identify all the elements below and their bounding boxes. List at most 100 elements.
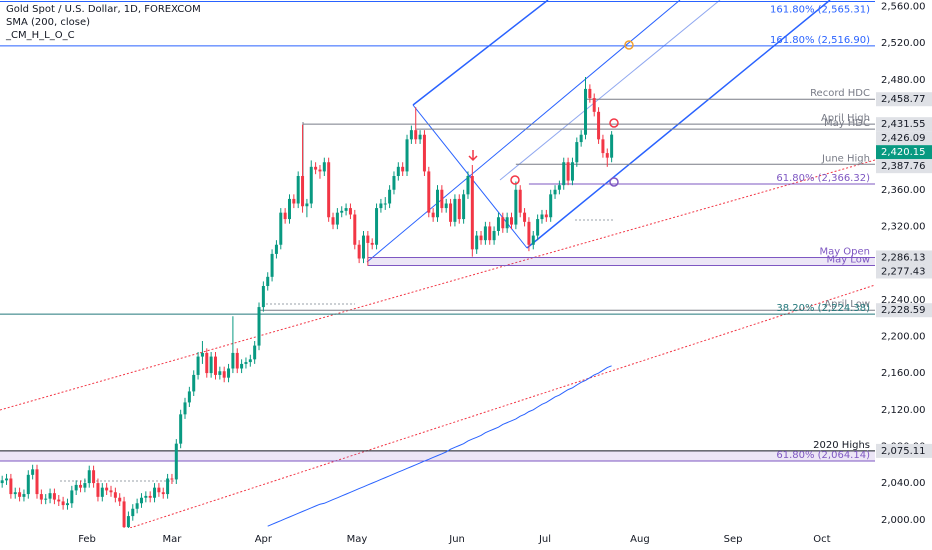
candle-body: [270, 253, 274, 277]
candle-body: [440, 189, 444, 209]
candle-body: [462, 194, 466, 220]
candle-body: [562, 162, 566, 186]
candle-body: [383, 203, 387, 205]
candle-body: [436, 189, 439, 218]
candle-body: [235, 352, 239, 369]
candle-body: [22, 494, 26, 497]
pitchfork-median: [366, 0, 681, 263]
candle-body: [218, 371, 222, 375]
candle-body: [57, 499, 61, 502]
candle-body: [414, 130, 418, 140]
candle-body: [527, 221, 531, 245]
y-tick-label: 2,360.00: [881, 185, 926, 196]
candle-body: [18, 492, 22, 497]
price-label-box: [876, 92, 932, 107]
x-tick-label: Feb: [78, 534, 96, 545]
candle-body: [153, 487, 157, 498]
candle-body: [205, 352, 209, 374]
price-label-box: [876, 159, 932, 174]
candle-body: [0, 480, 4, 484]
y-tick-label: 2,560.00: [881, 1, 926, 12]
candle-body: [353, 214, 357, 245]
candle-body: [361, 235, 365, 259]
candle-body: [601, 139, 605, 154]
x-tick-label: Jun: [448, 534, 465, 545]
candle-body: [296, 176, 300, 204]
candle-body: [501, 217, 505, 229]
candle-body: [375, 208, 379, 245]
candle-body: [584, 88, 588, 135]
price-label-box: [876, 131, 932, 146]
candle-body: [35, 469, 39, 495]
price-label: 2,426.09: [881, 133, 926, 144]
level-label: June High: [821, 153, 870, 164]
candle-body: [144, 495, 148, 498]
candle-body: [161, 492, 165, 495]
candle-body: [309, 166, 313, 204]
level-label: Record HDC: [810, 88, 870, 99]
price-label: 2,228.59: [881, 305, 926, 316]
y-tick-label: 2,160.00: [881, 368, 926, 379]
candle-body: [540, 214, 544, 220]
y-tick-label: 2,000.00: [881, 515, 926, 526]
candle-body: [118, 497, 122, 502]
price-label: 2,286.13: [881, 252, 926, 263]
candle-body: [122, 501, 126, 528]
candle-body: [174, 443, 178, 480]
candle-body: [488, 226, 492, 241]
candle-body: [70, 490, 74, 504]
price-label: 2,387.76: [881, 161, 926, 172]
price-label: 2,075.11: [881, 446, 926, 457]
candle-body: [187, 391, 191, 403]
candle-body: [170, 478, 174, 480]
candle-body: [453, 198, 457, 222]
level-label: 38.20% (2,224.38): [776, 303, 870, 314]
y-tick-label: 2,320.00: [881, 221, 926, 232]
candle-body: [196, 356, 200, 375]
price-label-box: [876, 117, 932, 132]
candle-body: [592, 98, 596, 112]
level-label: 161.80% (2,565.31): [770, 5, 870, 16]
candle-body: [314, 166, 318, 170]
level-label: 61.80% (2,366.32): [776, 173, 870, 184]
candle-body: [126, 516, 130, 528]
level-band: [367, 257, 875, 266]
price-label-box: [876, 443, 932, 458]
candle-body: [344, 208, 348, 211]
x-tick-label: Sep: [724, 534, 743, 545]
candle-body: [157, 487, 161, 493]
price-label-box: [876, 250, 932, 265]
candle-body: [48, 493, 52, 499]
sma-line: [267, 365, 612, 527]
candle-body: [479, 235, 483, 241]
candle-body: [148, 495, 152, 498]
candle-body: [492, 231, 496, 241]
candle-body: [370, 242, 374, 245]
level-label: 161.80% (2,516.90): [770, 35, 870, 46]
candle-body: [257, 307, 261, 346]
candle-body: [531, 235, 535, 245]
x-tick-label: Apr: [255, 534, 273, 545]
chart-title: Gold Spot / U.S. Dollar, 1D, FOREXCOM: [6, 4, 201, 15]
candle-body: [475, 235, 479, 250]
candle-body: [553, 189, 557, 195]
candle-body: [279, 212, 283, 245]
candle-body: [483, 226, 487, 241]
marker-circle: [510, 175, 520, 185]
candle-body: [274, 244, 278, 254]
candle-body: [253, 345, 257, 360]
candle-body: [305, 203, 309, 207]
candle-body: [183, 402, 187, 415]
candle-body: [287, 198, 291, 220]
candle-body: [13, 492, 17, 495]
candle-body: [444, 203, 448, 209]
candle-body: [409, 130, 413, 140]
candle-body: [96, 483, 100, 497]
marker-circle: [609, 177, 619, 187]
candle-body: [92, 470, 96, 484]
candle-body: [131, 508, 135, 517]
y-tick-label: 2,480.00: [881, 75, 926, 86]
candle-body: [610, 134, 614, 158]
candle-body: [301, 176, 305, 207]
